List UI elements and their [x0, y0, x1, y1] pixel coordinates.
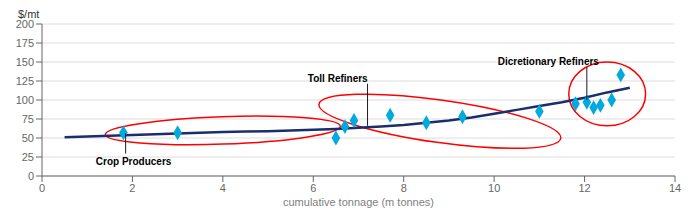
svg-text:50: 50: [22, 132, 34, 144]
svg-text:125: 125: [16, 75, 34, 87]
svg-text:100: 100: [16, 94, 34, 106]
svg-text:cumulative tonnage (m tonnes): cumulative tonnage (m tonnes): [283, 196, 434, 208]
svg-text:14: 14: [669, 182, 681, 194]
svg-text:0: 0: [28, 170, 34, 182]
svg-text:150: 150: [16, 56, 34, 68]
svg-text:10: 10: [488, 182, 500, 194]
svg-text:4: 4: [220, 182, 226, 194]
svg-text:175: 175: [16, 37, 34, 49]
svg-text:2: 2: [129, 182, 135, 194]
svg-text:6: 6: [310, 182, 316, 194]
svg-text:200: 200: [16, 18, 34, 30]
svg-text:Toll Refiners: Toll Refiners: [308, 73, 368, 84]
svg-text:0: 0: [39, 182, 45, 194]
html-text:$/mt: $/mt: [18, 8, 40, 20]
svg-text:Dicretionary Refiners: Dicretionary Refiners: [498, 56, 600, 67]
svg-text:12: 12: [578, 182, 590, 194]
svg-text:75: 75: [22, 113, 34, 125]
svg-text:25: 25: [22, 151, 34, 163]
svg-text:8: 8: [401, 182, 407, 194]
svg-text:Crop Producers: Crop Producers: [96, 156, 172, 167]
